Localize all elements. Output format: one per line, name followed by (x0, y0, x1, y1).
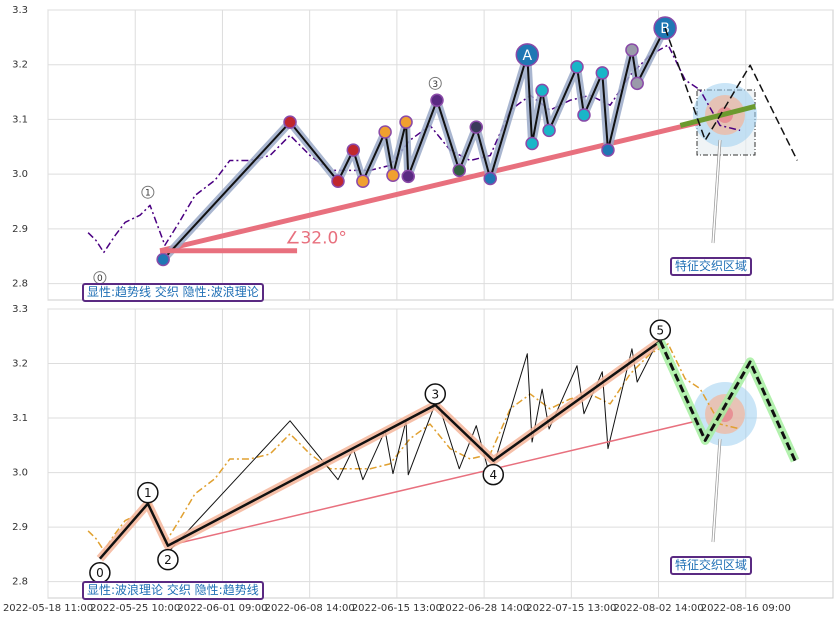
x-tick-label: 2022-06-28 14:00 (439, 603, 529, 614)
pivot-marker (601, 143, 615, 157)
y-tick-label: 3.1 (12, 114, 28, 125)
y-tick-label: 2.9 (12, 522, 28, 533)
y-tick-label: 3.2 (12, 359, 28, 370)
wave-label: 4 (489, 468, 497, 482)
series-line (162, 27, 666, 261)
pivot-marker (156, 252, 170, 267)
pivot-marker (331, 174, 345, 189)
pivot-marker (356, 174, 370, 189)
pivot-label: A (522, 48, 532, 64)
wave-label: 1 (144, 486, 152, 500)
wave-label: 1 (145, 189, 151, 199)
region-label: 特征交织区域 (670, 257, 753, 276)
x-tick-label: 2022-05-18 11:00 (3, 603, 93, 614)
y-tick-label: 3.1 (12, 413, 28, 424)
x-tick-label: 2022-08-16 09:00 (701, 603, 791, 614)
pivot-marker (430, 93, 444, 108)
y-tick-label: 2.9 (12, 224, 28, 235)
wave-label: 2 (164, 553, 172, 567)
pivot-marker (595, 66, 610, 80)
series-line (162, 326, 666, 558)
pivot-marker (483, 171, 497, 186)
pivot-marker (399, 115, 413, 129)
wave-marker (482, 463, 505, 486)
x-tick-label: 2022-07-15 13:00 (526, 603, 616, 614)
wave-marker (157, 548, 179, 571)
series-line (98, 340, 662, 560)
pivot-marker (515, 43, 540, 67)
wave-marker (137, 481, 159, 504)
y-tick-label: 2.8 (12, 279, 28, 290)
pivot-marker (378, 125, 392, 139)
series-line (664, 27, 798, 161)
panel-note: 显性:波浪理论 交织 隐性:趋势线 (82, 581, 264, 600)
pivot-marker (577, 108, 591, 122)
wave-label: 3 (432, 80, 438, 90)
region-label: 特征交织区域 (670, 556, 753, 575)
x-tick-label: 2022-08-02 14:00 (613, 603, 703, 614)
callout (712, 438, 721, 543)
panel-note: 显性:趋势线 交织 隐性:波浪理论 (82, 283, 264, 302)
wave-label: 0 (96, 566, 104, 580)
pivot-marker (625, 43, 639, 57)
y-tick-label: 3.3 (12, 304, 28, 315)
series-line (159, 119, 701, 254)
pivot-marker (542, 123, 556, 138)
x-tick-label: 2022-06-15 13:00 (352, 603, 442, 614)
wave-label: 0 (97, 274, 103, 284)
pivot-marker (469, 120, 484, 134)
pivot-marker (570, 60, 584, 74)
pivot-marker (346, 143, 361, 157)
y-tick-label: 2.8 (12, 577, 28, 588)
x-tick-label: 2022-06-01 09:00 (177, 603, 267, 614)
wave-label: 5 (656, 324, 664, 338)
line-halo (160, 26, 669, 263)
series-line (658, 340, 797, 462)
pivot-marker (283, 115, 297, 129)
y-tick-label: 3.3 (12, 5, 28, 16)
y-tick-label: 3.2 (12, 60, 28, 71)
series-line (87, 343, 741, 552)
wave-marker (424, 383, 447, 405)
pivot-marker (386, 168, 400, 182)
pivot-marker (452, 163, 467, 178)
wave-marker (141, 185, 155, 199)
x-tick-label: 2022-06-08 14:00 (265, 603, 355, 614)
y-tick-label: 3.0 (12, 468, 28, 479)
pivot-marker (401, 169, 415, 184)
pivot-marker (525, 136, 539, 151)
wave-marker (649, 319, 672, 341)
pivot-marker (535, 83, 549, 98)
x-tick-label: 2022-05-25 10:00 (90, 603, 180, 614)
wave-label: 3 (431, 387, 439, 401)
wave-marker (428, 76, 442, 90)
pivot-marker (630, 76, 644, 91)
callout (712, 139, 721, 244)
series-line (167, 419, 701, 547)
angle-label: ∠32.0° (285, 229, 347, 249)
y-tick-label: 3.0 (12, 169, 28, 180)
series-line (679, 103, 756, 128)
